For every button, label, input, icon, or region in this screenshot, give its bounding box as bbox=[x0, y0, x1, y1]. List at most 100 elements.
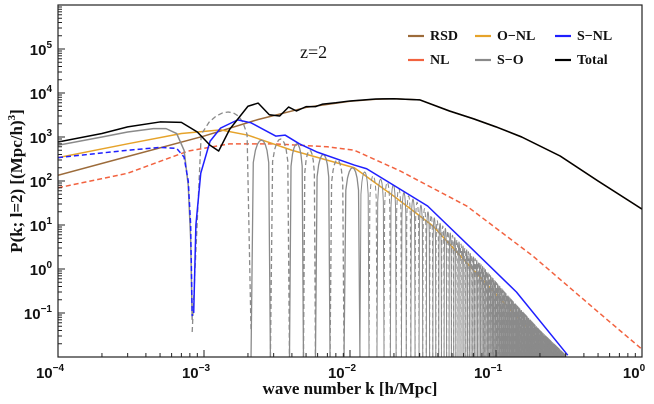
series-s-o-lobe bbox=[343, 167, 361, 357]
series-s-o-lobe bbox=[468, 253, 472, 357]
series-s-o-lobe bbox=[523, 313, 526, 357]
series-s-o-lobe bbox=[405, 195, 412, 357]
legend-label: S−O bbox=[497, 53, 524, 68]
series-s-o-lobe bbox=[446, 230, 450, 357]
legend: RSD O−NL S−NL NL S−O Total bbox=[408, 29, 612, 68]
series-s-o-lobe bbox=[432, 217, 437, 357]
series-s-o-lobe bbox=[547, 337, 549, 357]
series-total-segment bbox=[58, 98, 642, 210]
series-nl-segment bbox=[58, 143, 642, 350]
series-s-o-lobe bbox=[477, 261, 480, 357]
y-axis-title-close: ] bbox=[7, 109, 26, 115]
x-tick-label: 100 bbox=[623, 363, 646, 382]
series-s-o-lobe bbox=[465, 249, 469, 357]
series-s-o-lobe bbox=[467, 251, 470, 357]
x-tick-label: 10−4 bbox=[36, 363, 65, 382]
series-s-o-lobe bbox=[503, 291, 506, 357]
y-tick-label: 103 bbox=[30, 128, 53, 147]
series-s-o-lobe bbox=[490, 276, 493, 357]
series-s-o-lobe bbox=[519, 309, 522, 357]
series-s-o-lobe bbox=[191, 111, 252, 333]
curves-layer bbox=[58, 98, 642, 357]
y-tick-label: 10−1 bbox=[24, 304, 53, 323]
series-s-o-lobe bbox=[457, 241, 461, 357]
legend-label: S−NL bbox=[577, 29, 612, 44]
series-s-o-lobe bbox=[546, 337, 549, 357]
legend-item-s-o: S−O bbox=[475, 53, 524, 68]
series-s-o-lobe bbox=[478, 262, 481, 357]
y-tick-label: 104 bbox=[30, 84, 53, 103]
series-s-o-lobe bbox=[450, 234, 455, 357]
series-s-o-lobe bbox=[383, 181, 391, 357]
legend-item-rsd: RSD bbox=[408, 29, 458, 44]
series-s-o-lobe bbox=[514, 303, 516, 357]
y-tick-label: 100 bbox=[30, 260, 53, 279]
series-s-o-lobe bbox=[425, 211, 431, 357]
series-s-o-lobe bbox=[548, 338, 550, 357]
series-s-o-lobe bbox=[475, 259, 478, 357]
series-s-o-lobe bbox=[537, 328, 540, 357]
redshift-annotation: z=2 bbox=[300, 42, 327, 62]
x-tick-label: 10−3 bbox=[182, 363, 211, 382]
series-s-o-lobe bbox=[518, 307, 521, 357]
legend-item-total: Total bbox=[555, 53, 608, 68]
series-s-o-lobe bbox=[486, 272, 490, 357]
series-s-o-lobe bbox=[368, 175, 378, 357]
series-s-o-lobe bbox=[455, 239, 459, 357]
series-s-o-lobe bbox=[482, 267, 486, 357]
y-tick-label: 101 bbox=[30, 216, 53, 235]
series-s-o-lobe bbox=[461, 245, 465, 357]
tick-labels: 10−4 10−3 10−2 10−1 100 10−1 100 101 102 103 104 10… bbox=[24, 40, 646, 382]
series-s-o-lobe bbox=[435, 220, 440, 357]
legend-label: Total bbox=[577, 53, 608, 68]
series-s-o-lobe bbox=[544, 335, 547, 357]
series-s-o-lobe bbox=[506, 295, 509, 357]
series-s-o-lobe bbox=[470, 254, 474, 357]
series-s-o-lobe bbox=[302, 149, 317, 357]
series-s-o-lobe bbox=[429, 214, 434, 357]
series-s-o-lobe bbox=[422, 208, 427, 357]
series-s-o-lobe bbox=[459, 243, 463, 357]
series-s-o-lobe bbox=[500, 288, 503, 357]
series-s-o-lobe bbox=[250, 139, 272, 357]
x-axis-title: wave number k [h/Mpc] bbox=[263, 379, 438, 398]
series-s-o-lobe bbox=[269, 138, 291, 357]
y-tick-label: 105 bbox=[30, 40, 53, 59]
legend-label: RSD bbox=[430, 29, 458, 44]
x-tick-label: 10−1 bbox=[474, 363, 503, 382]
y-tick-label: 102 bbox=[30, 172, 53, 191]
legend-label: O−NL bbox=[497, 29, 535, 44]
series-s-o-lobe bbox=[410, 198, 416, 357]
series-s-o-lobe bbox=[463, 247, 467, 357]
series-s-nl-segment bbox=[192, 119, 569, 356]
legend-item-s-nl: S−NL bbox=[555, 29, 612, 44]
series-s-o-lobe bbox=[522, 311, 524, 357]
series-s-o-lobe bbox=[472, 256, 475, 357]
series-s-o-lobe bbox=[400, 192, 407, 357]
series-s-o-lobe bbox=[511, 300, 514, 357]
series-s-o-lobe bbox=[515, 304, 518, 357]
series-s-o-lobe bbox=[448, 232, 452, 357]
series-s-o-lobe bbox=[494, 280, 497, 357]
axis-ticks bbox=[57, 6, 643, 358]
series-s-o-lobe bbox=[359, 171, 370, 357]
series-s-o-lobe bbox=[440, 225, 445, 357]
series-s-o-lobe bbox=[418, 204, 424, 357]
legend-label: NL bbox=[430, 53, 449, 68]
series-s-o-lobe bbox=[497, 284, 500, 357]
x-tick-label: 10−2 bbox=[328, 363, 357, 382]
series-s-o-lobe bbox=[414, 201, 420, 357]
series-s-o-lobe bbox=[530, 320, 533, 357]
legend-item-o-nl: O−NL bbox=[475, 29, 535, 44]
series-s-nl-segment bbox=[58, 146, 193, 317]
series-s-o-lobe bbox=[443, 227, 448, 357]
y-axis-title-exp: 3 bbox=[6, 114, 18, 120]
series-s-o-lobe bbox=[545, 336, 548, 357]
series-s-o-lobe bbox=[520, 310, 523, 357]
series-s-o-lobe bbox=[376, 178, 385, 357]
series-s-o-lobe bbox=[288, 143, 305, 357]
plot-background bbox=[58, 5, 642, 357]
series-s-o-lobe bbox=[536, 327, 539, 357]
series-s-o-lobe bbox=[473, 258, 477, 357]
